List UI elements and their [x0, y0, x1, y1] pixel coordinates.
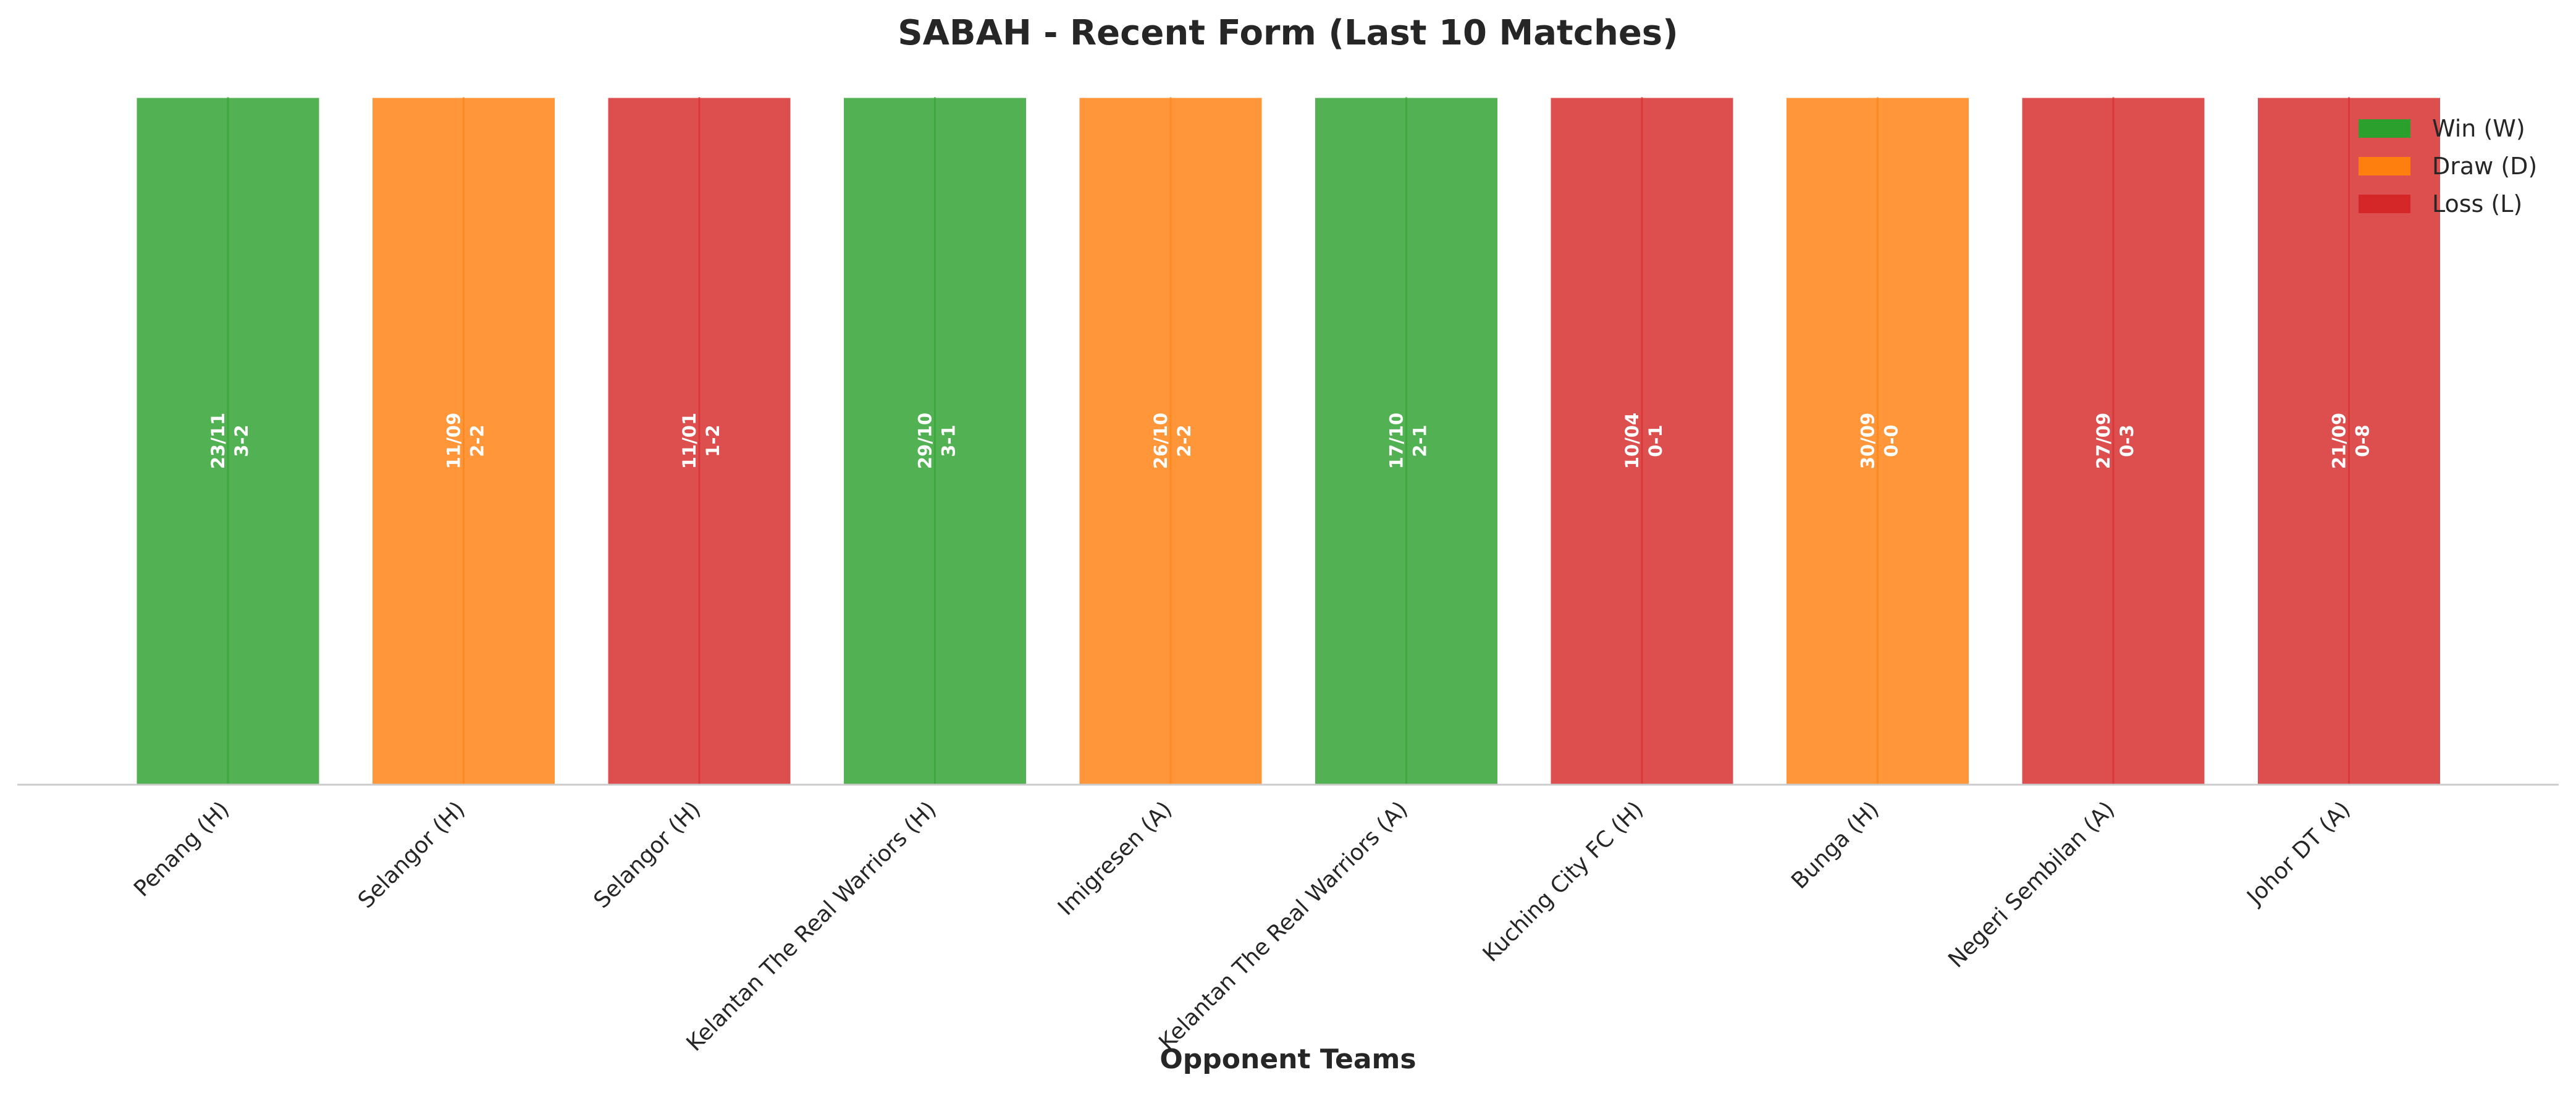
x-tick-label: Penang (H) — [129, 796, 234, 901]
legend-label: Win (W) — [2432, 115, 2525, 142]
bar-data-label: 10/04 0-1 — [1622, 413, 1666, 469]
match-date: 30/09 — [1858, 413, 1879, 469]
x-tick-label: Kuching City FC (H) — [1478, 796, 1649, 967]
chart-title: SABAH - Recent Form (Last 10 Matches) — [898, 13, 1678, 53]
match-date: 23/11 — [208, 413, 229, 469]
match-score: 0-3 — [2116, 424, 2137, 457]
bar-data-label: 29/10 3-1 — [915, 413, 959, 469]
bars-layer: 23/11 3-2 11/09 2-2 11/01 1-2 29/10 3-1 26/10 2-2… — [135, 96, 2442, 786]
match-date: 27/09 — [2093, 413, 2114, 469]
bar-data-label: 30/09 0-0 — [1858, 413, 1902, 469]
match-score: 3-1 — [938, 424, 959, 457]
x-tick-label: Selangor (H) — [589, 796, 705, 913]
bar-data-label: 23/11 3-2 — [208, 413, 252, 469]
match-score: 0-1 — [1645, 424, 1666, 457]
match-date: 11/09 — [444, 413, 465, 469]
x-tick-label: Kelantan The Real Warriors (H) — [682, 796, 941, 1056]
match-date: 21/09 — [2329, 413, 2350, 469]
legend-label: Draw (D) — [2432, 153, 2537, 180]
match-score: 1-2 — [702, 424, 723, 457]
match-score: 2-2 — [467, 424, 488, 457]
match-date: 17/10 — [1386, 413, 1407, 469]
bar-data-label: 27/09 0-3 — [2093, 413, 2137, 469]
match-score: 2-1 — [1410, 424, 1431, 457]
x-tick-label: Johor DT (A) — [2242, 796, 2355, 910]
bar-data-label: 11/09 2-2 — [444, 413, 488, 469]
bar-data-label: 21/09 0-8 — [2329, 413, 2373, 469]
legend: Win (W) Draw (D) Loss (L) — [2359, 115, 2537, 217]
legend-swatch-w — [2359, 119, 2410, 138]
match-date: 11/01 — [679, 413, 700, 469]
match-date: 10/04 — [1622, 413, 1643, 469]
bar-data-label: 17/10 2-1 — [1386, 413, 1431, 469]
x-tick-label: Kelantan The Real Warriors (A) — [1154, 796, 1412, 1055]
x-tick-label: Bunga (H) — [1787, 796, 1884, 894]
x-tick-label: Negeri Sembilan (A) — [1943, 796, 2119, 973]
legend-swatch-l — [2359, 195, 2410, 213]
bar-data-label: 26/10 2-2 — [1150, 413, 1195, 469]
legend-label: Loss (L) — [2432, 190, 2522, 217]
match-score: 0-8 — [2352, 424, 2373, 457]
x-tick-label: Imigresen (A) — [1053, 796, 1177, 921]
match-date: 29/10 — [915, 413, 936, 469]
x-tick-labels: Penang (H) Selangor (H) Selangor (H)Kelant… — [129, 796, 2355, 1056]
match-score: 2-2 — [1174, 424, 1195, 457]
bar-data-label: 11/01 1-2 — [679, 413, 723, 469]
legend-swatch-d — [2359, 157, 2410, 175]
x-tick-label: Selangor (H) — [353, 796, 470, 913]
x-axis-title: Opponent Teams — [1160, 1044, 1416, 1075]
match-score: 3-2 — [231, 424, 252, 457]
match-score: 0-0 — [1881, 424, 1902, 457]
match-date: 26/10 — [1150, 413, 1171, 469]
